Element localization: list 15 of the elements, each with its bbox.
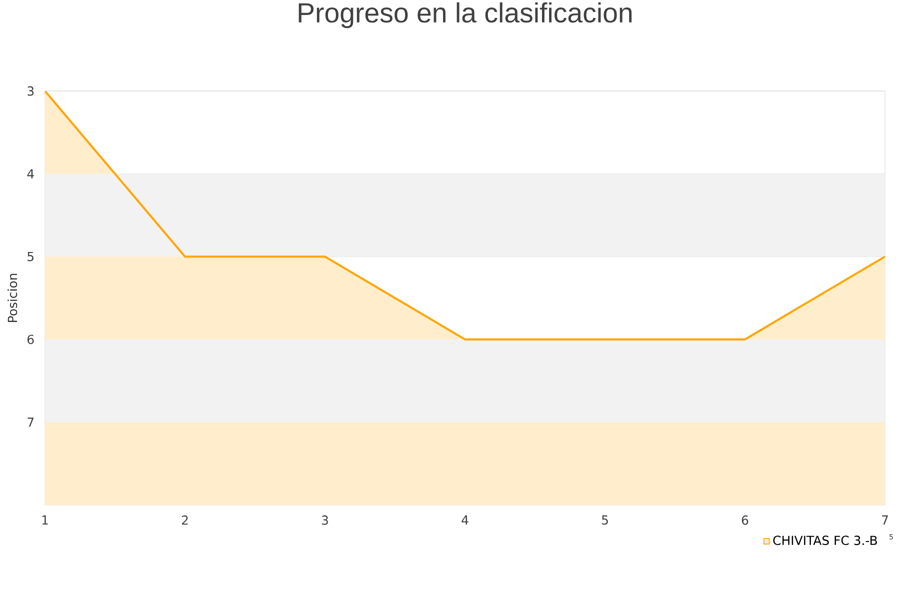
x-tick-label: 7	[882, 515, 888, 525]
legend-label: CHIVITAS FC 3.-B	[773, 536, 877, 546]
y-tick-label: 4	[27, 169, 34, 178]
x-tick-label: 5	[602, 515, 608, 525]
x-tick-label: 4	[462, 515, 468, 525]
x-tick-label: 6	[742, 515, 748, 525]
x-tick-label: 1	[42, 515, 48, 525]
y-tick-label: 5	[28, 252, 34, 262]
y-tick-label: 7	[28, 418, 34, 427]
x-tick-label: 2	[182, 515, 188, 525]
chart-title: Progreso en la clasificacion	[298, 2, 632, 28]
y-tick-label: 6	[28, 334, 34, 344]
y-axis-title: Posicion	[8, 274, 18, 322]
x-tick-label: 3	[322, 515, 328, 525]
y-tick-label: 3	[28, 86, 34, 96]
